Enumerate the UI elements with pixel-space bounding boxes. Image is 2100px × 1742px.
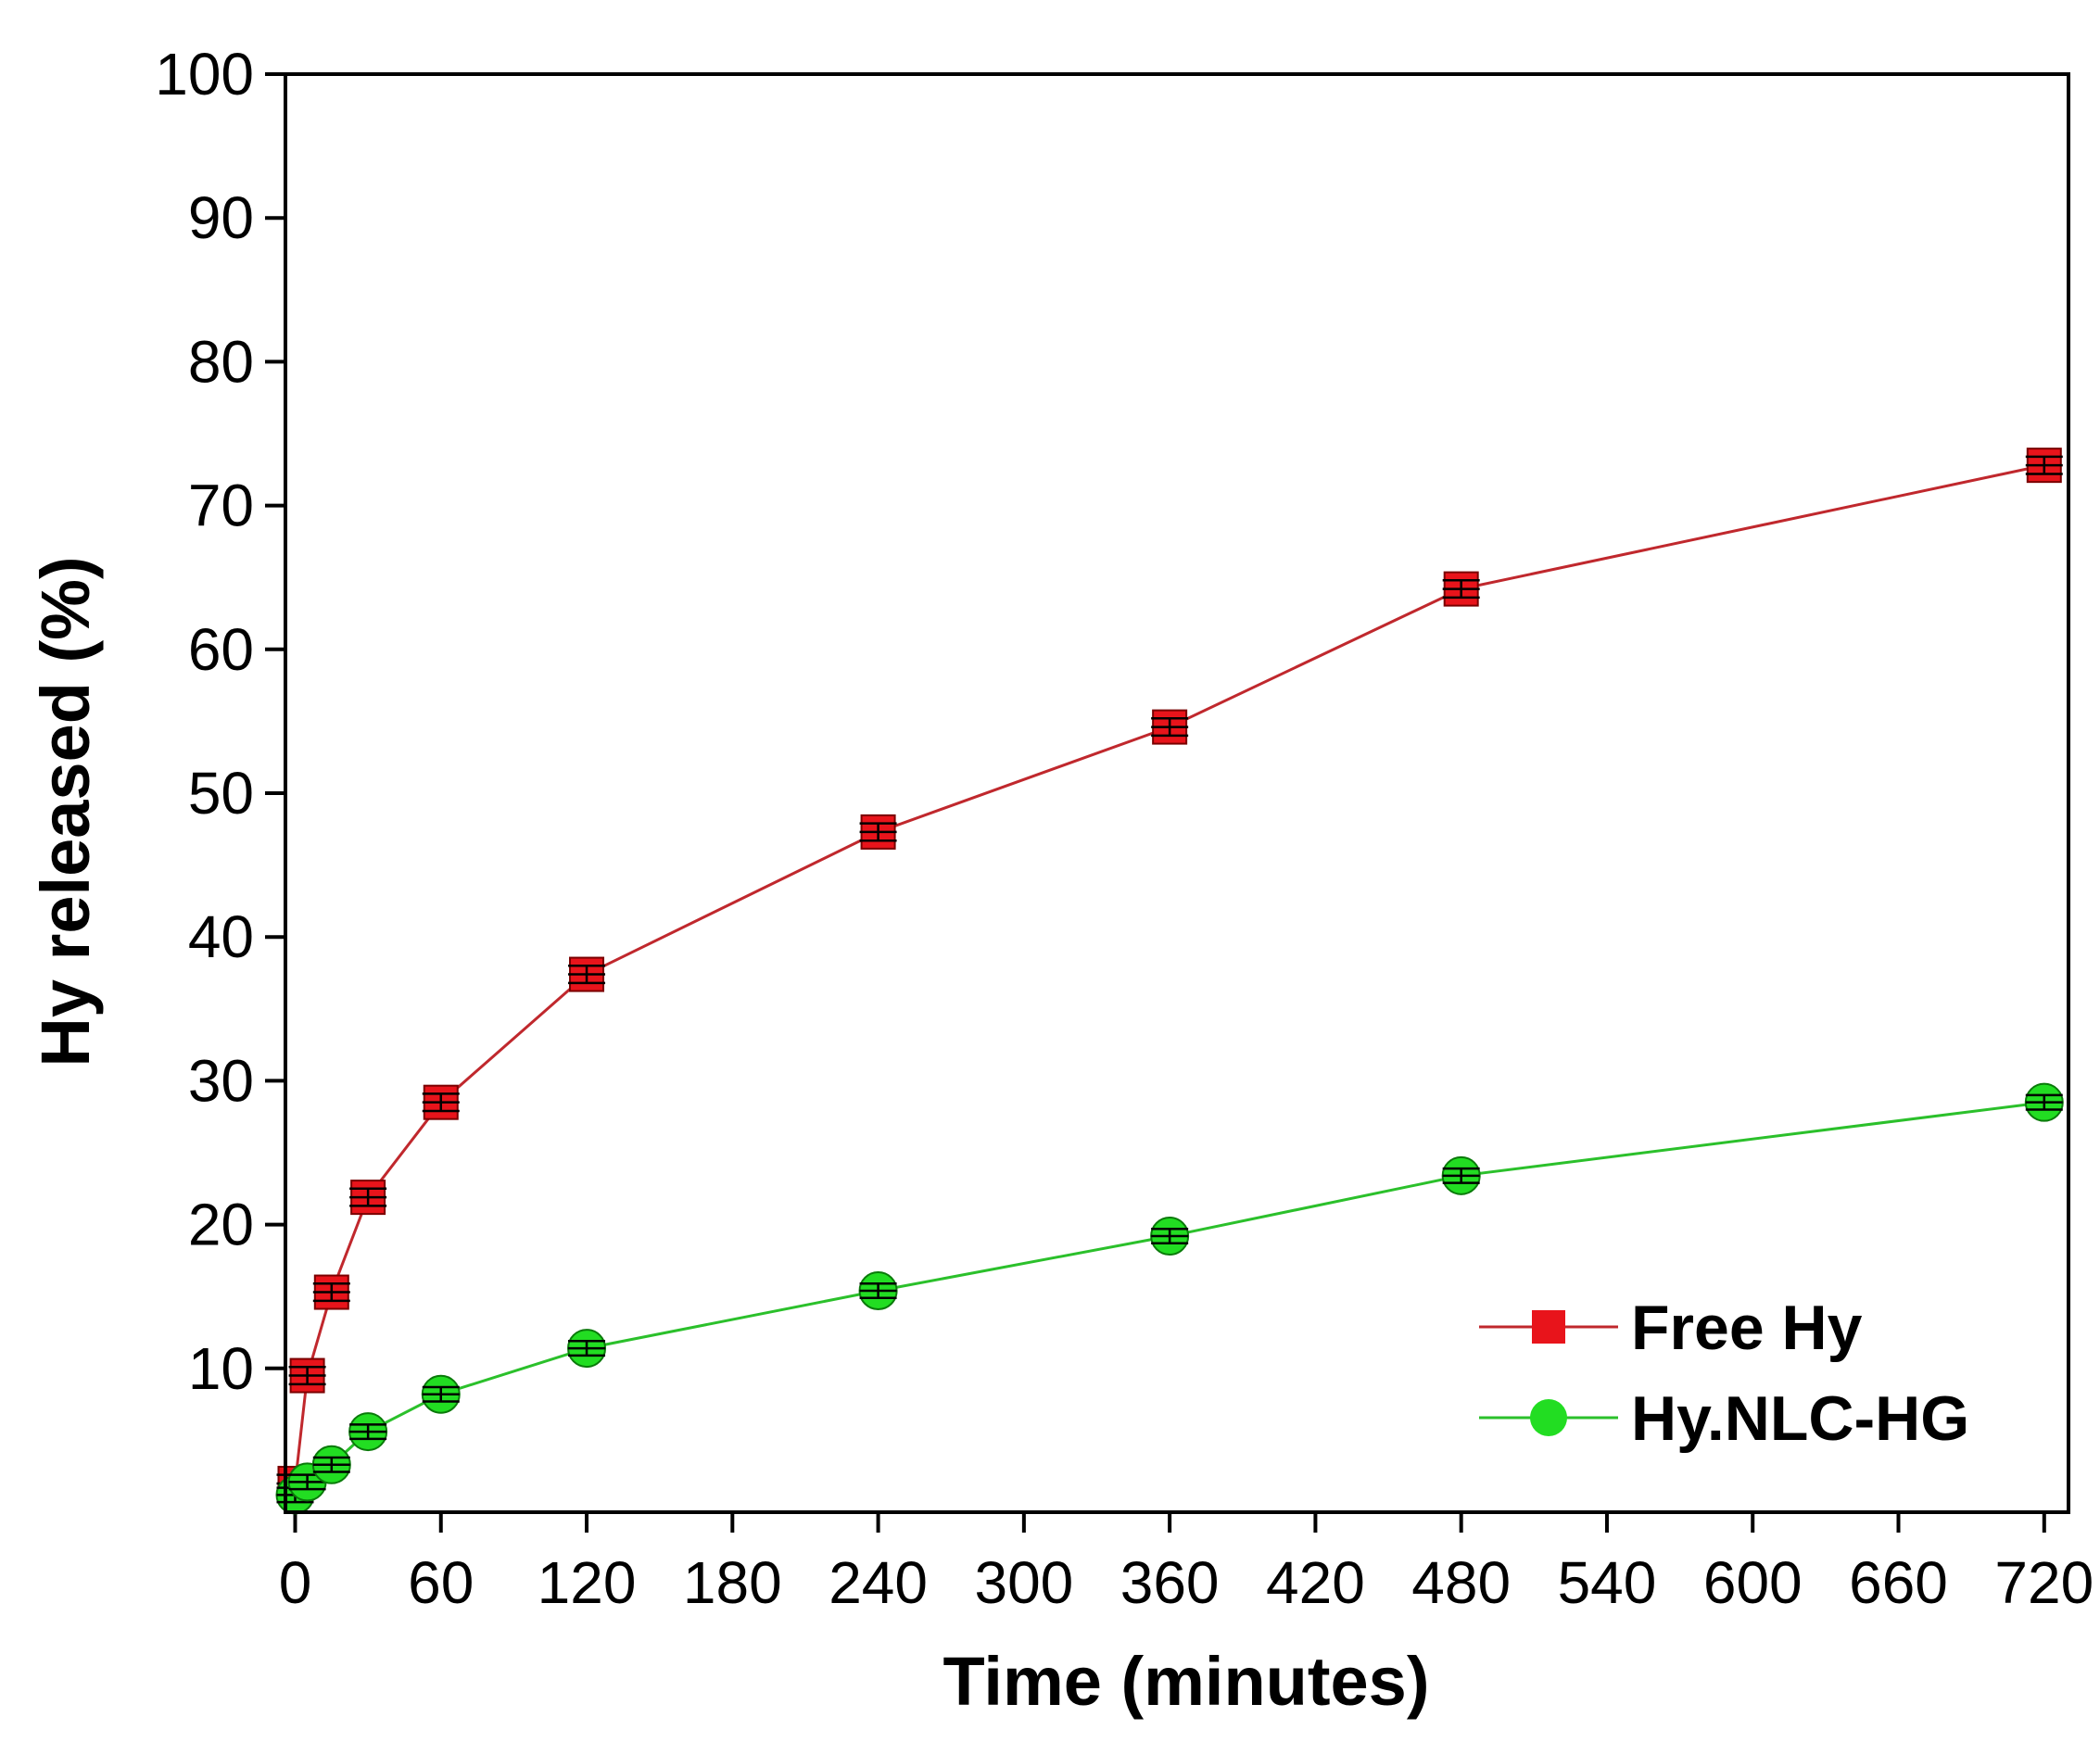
data-point-free-hy [312,1274,350,1310]
data-point-free-hy [349,1180,387,1216]
y-tick-label-30: 30 [188,1047,254,1114]
legend-label-free-hy: Free Hy [1631,1293,1863,1363]
legend-item-hy-nlc-hg: Hy.NLC-HG [1479,1383,1969,1454]
data-point-free-hy [568,956,606,992]
y-tick-label-100: 100 [155,41,254,107]
data-point-free-hy [1151,709,1189,745]
y-tick-label-80: 80 [188,328,254,395]
data-point-hy-nlc-hg [348,1412,388,1452]
y-tick-label-10: 10 [188,1335,254,1402]
plot-frame [284,72,2070,1514]
data-point-hy-nlc-hg [567,1329,607,1369]
x-tick-label-240: 240 [829,1549,928,1616]
data-point-hy-nlc-hg [2024,1082,2064,1122]
x-tick-label-540: 540 [1558,1549,1657,1616]
x-tick-label-180: 180 [683,1549,782,1616]
x-tick-label-600: 600 [1703,1549,1803,1616]
y-tick-label-20: 20 [188,1192,254,1258]
data-point-hy-nlc-hg [1441,1155,1481,1195]
x-axis-ticks: 0 60 120 180 240 300 360 420 480 540 600 660 720 [279,1512,2094,1616]
data-point-free-hy [288,1357,326,1394]
data-point-free-hy [1442,571,1480,607]
data-point-free-hy [859,814,897,850]
legend: Free Hy Hy.NLC-HG [1479,1293,1969,1454]
data-point-free-hy [422,1084,460,1120]
y-axis-title: Hy released (%) [27,556,104,1067]
x-axis-title: Time (minutes) [943,1643,1430,1720]
x-tick-label-0: 0 [279,1549,312,1616]
data-point-hy-nlc-hg [858,1270,898,1310]
data-point-hy-nlc-hg [1150,1217,1190,1256]
data-point-hy-nlc-hg [421,1374,461,1414]
legend-marker-free-hy [1532,1310,1565,1344]
y-axis-ticks: 10 20 30 40 50 60 70 80 90 100 [155,41,285,1402]
x-tick-label-120: 120 [538,1549,637,1616]
data-point-free-hy [2025,448,2063,484]
y-tick-label-50: 50 [188,760,254,827]
y-tick-label-90: 90 [188,184,254,251]
legend-marker-hy-nlc-hg [1530,1399,1567,1436]
x-tick-label-420: 420 [1266,1549,1365,1616]
x-tick-label-480: 480 [1411,1549,1511,1616]
x-tick-label-60: 60 [408,1549,474,1616]
legend-label-hy-nlc-hg: Hy.NLC-HG [1631,1383,1969,1454]
series-line-free-hy [294,463,2045,1484]
x-tick-label-720: 720 [1994,1549,2094,1616]
y-tick-label-60: 60 [188,616,254,683]
x-tick-label-300: 300 [974,1549,1073,1616]
x-tick-label-660: 660 [1849,1549,1948,1616]
data-point-hy-nlc-hg [311,1445,351,1484]
y-tick-label-40: 40 [188,903,254,970]
y-tick-label-70: 70 [188,473,254,539]
x-tick-label-360: 360 [1120,1549,1220,1616]
legend-item-free-hy: Free Hy [1479,1293,1863,1363]
series-layer [275,448,2064,1515]
